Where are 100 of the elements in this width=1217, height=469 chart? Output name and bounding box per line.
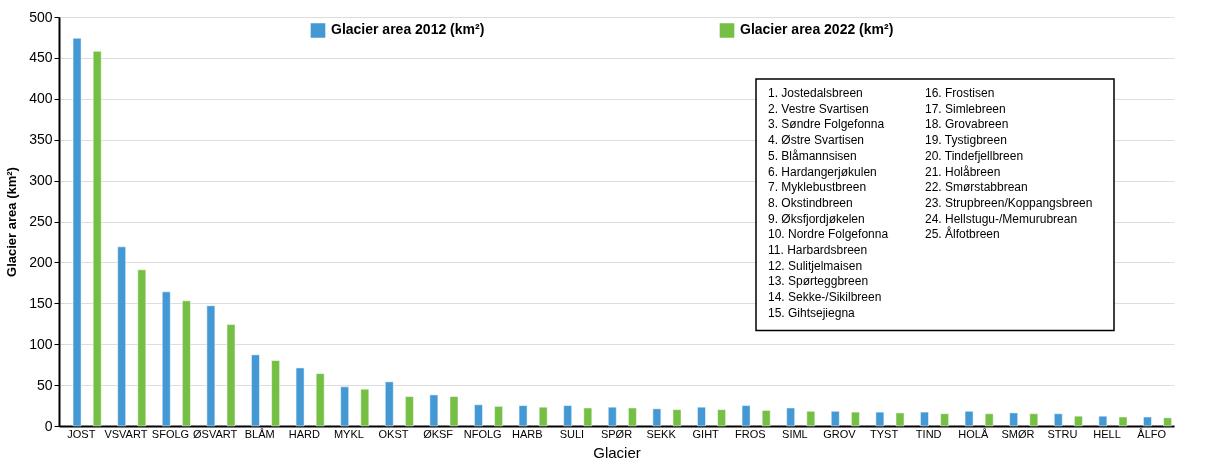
bar xyxy=(405,396,414,427)
bar xyxy=(206,305,216,427)
bar xyxy=(385,381,394,427)
y-tick-label: 300 xyxy=(29,172,53,189)
legend-label: Glacier area 2012 (km²) xyxy=(331,21,485,38)
bar xyxy=(226,324,236,427)
x-tick-label: TYST xyxy=(870,427,899,440)
bar xyxy=(137,269,147,427)
y-tick-label: 500 xyxy=(29,8,53,25)
annotation: 21. Holåbreen xyxy=(925,164,1001,179)
y-tick-label: 250 xyxy=(29,213,53,229)
bar xyxy=(315,373,325,427)
bar xyxy=(717,409,726,427)
annotation: 2. Vestre Svartisen xyxy=(768,101,869,116)
x-tick-label: GIHT xyxy=(692,427,720,440)
annotation: 7. Myklebustbreen xyxy=(768,180,867,195)
x-tick-label: JOST xyxy=(67,427,96,440)
annotation: 9. Øksfjordjøkelen xyxy=(768,211,865,226)
y-tick-label: 100 xyxy=(29,335,53,352)
x-tick-label: HOLÅ xyxy=(958,427,989,440)
annotation: 8. Okstindbreen xyxy=(768,195,853,210)
bar xyxy=(786,407,795,427)
x-tick-label: ØKSF xyxy=(423,427,454,440)
bar xyxy=(761,410,771,427)
x-tick-label: TIND xyxy=(915,427,942,440)
bar xyxy=(608,406,617,427)
annotation: 3. Søndre Folgefonna xyxy=(768,117,885,132)
annotation: 6. Hardangerjøkulen xyxy=(768,164,877,179)
x-tick-label: SULI xyxy=(559,427,585,440)
bar xyxy=(1074,415,1083,427)
x-tick-label: VSVART xyxy=(104,427,148,440)
bar xyxy=(1098,415,1108,427)
bar xyxy=(474,404,483,427)
x-tick-label: ØSVART xyxy=(192,427,238,440)
bar xyxy=(72,38,82,427)
bar xyxy=(360,388,370,427)
bar xyxy=(875,411,885,427)
annotation: 13. Spørteggbreen xyxy=(768,274,869,289)
x-tick-label: SPØR xyxy=(600,427,633,440)
annotation: 22. Smørstabbrean xyxy=(925,180,1028,195)
bar xyxy=(1054,413,1063,427)
x-tick-label: STRU xyxy=(1047,427,1078,440)
bar xyxy=(806,411,816,427)
bar xyxy=(672,409,682,427)
y-tick-label: 450 xyxy=(29,49,53,66)
annotation: 19. Tystigbreen xyxy=(925,133,1007,148)
x-tick-label: BLÅM xyxy=(244,427,275,440)
bar xyxy=(1143,416,1152,427)
bar xyxy=(1118,416,1128,427)
annotation: 1. Jostedalsbreen xyxy=(768,86,863,100)
bar xyxy=(895,412,905,427)
bar xyxy=(295,367,305,427)
annotation: 4. Østre Svartisen xyxy=(768,133,865,148)
bar xyxy=(741,405,751,427)
annotation: 15. Gihtsejiegna xyxy=(768,305,856,320)
annotation: 14. Sekke-/Sikilbreen xyxy=(768,290,882,305)
bar xyxy=(697,406,706,427)
annotation: 16. Frostisen xyxy=(925,86,995,100)
bar xyxy=(628,407,637,427)
bar xyxy=(340,386,349,427)
bar xyxy=(563,405,572,427)
y-axis-title: Glacier area (km²) xyxy=(4,167,20,277)
bar xyxy=(964,411,974,427)
y-tick-label: 0 xyxy=(44,417,53,434)
bar xyxy=(851,411,860,427)
x-tick-label: OKST xyxy=(378,427,409,440)
bar xyxy=(538,406,548,427)
bar xyxy=(940,413,949,427)
annotation: 24. Hellstugu-/Memurubrean xyxy=(925,211,1078,226)
x-tick-label: HARB xyxy=(512,427,543,440)
bar xyxy=(92,51,102,427)
annotation: 5. Blåmannsisen xyxy=(768,148,857,163)
x-tick-label: HELL xyxy=(1093,427,1121,440)
y-tick-label: 400 xyxy=(29,90,53,107)
bar xyxy=(984,413,994,427)
bar xyxy=(518,405,528,427)
x-tick-label: GROV xyxy=(823,427,857,440)
bar xyxy=(920,411,929,427)
bar xyxy=(271,360,280,427)
annotation: 20. Tindefjellbreen xyxy=(925,148,1024,163)
bar xyxy=(117,246,126,427)
bar xyxy=(251,354,260,427)
annotation: 10. Nordre Folgefonna xyxy=(768,227,889,242)
x-tick-label: SEKK xyxy=(646,427,677,440)
annotation: 11. Harbardsbreen xyxy=(768,243,868,257)
y-tick-label: 50 xyxy=(36,376,53,393)
x-tick-label: SIML xyxy=(782,427,808,440)
bar xyxy=(652,408,662,427)
x-tick-label: FROS xyxy=(735,427,766,440)
annotation: 18. Grovabreen xyxy=(925,117,1009,132)
y-tick-label: 200 xyxy=(29,253,53,270)
x-tick-label: HARD xyxy=(288,427,320,440)
bar xyxy=(182,300,191,427)
legend-label: Glacier area 2022 (km²) xyxy=(740,21,894,38)
bar xyxy=(429,394,439,427)
y-tick-label: 350 xyxy=(29,131,53,148)
x-axis-title: Glacier xyxy=(593,443,641,461)
annotation: 25. Ålfotbreen xyxy=(925,226,1000,242)
bar xyxy=(494,406,503,427)
bar xyxy=(1163,417,1172,427)
